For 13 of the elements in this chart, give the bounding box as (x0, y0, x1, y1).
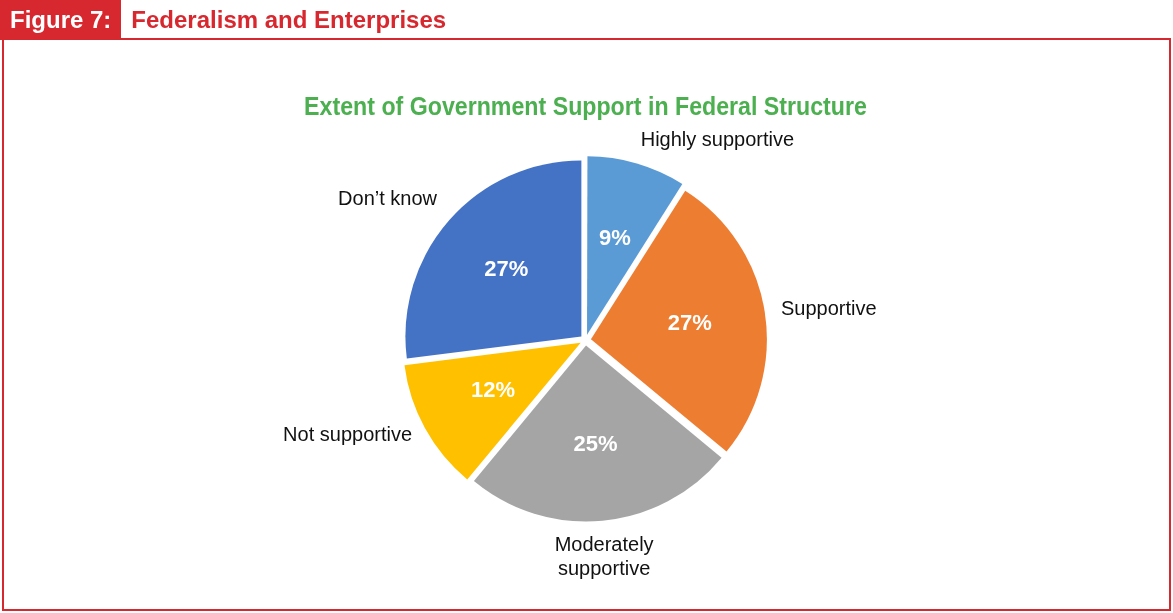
slice-label: Don’t know (338, 186, 438, 209)
caption: Figure 7: (0, 0, 122, 40)
chart-subtitle: Extent of Government Support in Federal Structure (304, 91, 867, 121)
chart-title: Federalism and Enterprises (130, 6, 447, 34)
data-label: 27% (667, 309, 712, 335)
slice-label: Supportive (780, 296, 877, 319)
slice-label: Highly supportive (640, 127, 795, 150)
slice-label: Not supportive (283, 422, 413, 445)
data-label: 12% (470, 377, 516, 403)
data-label: 27% (484, 256, 529, 282)
data-label: 9% (599, 224, 631, 250)
slice-label: Moderately supportive (554, 532, 654, 579)
data-label: 25% (573, 431, 618, 457)
